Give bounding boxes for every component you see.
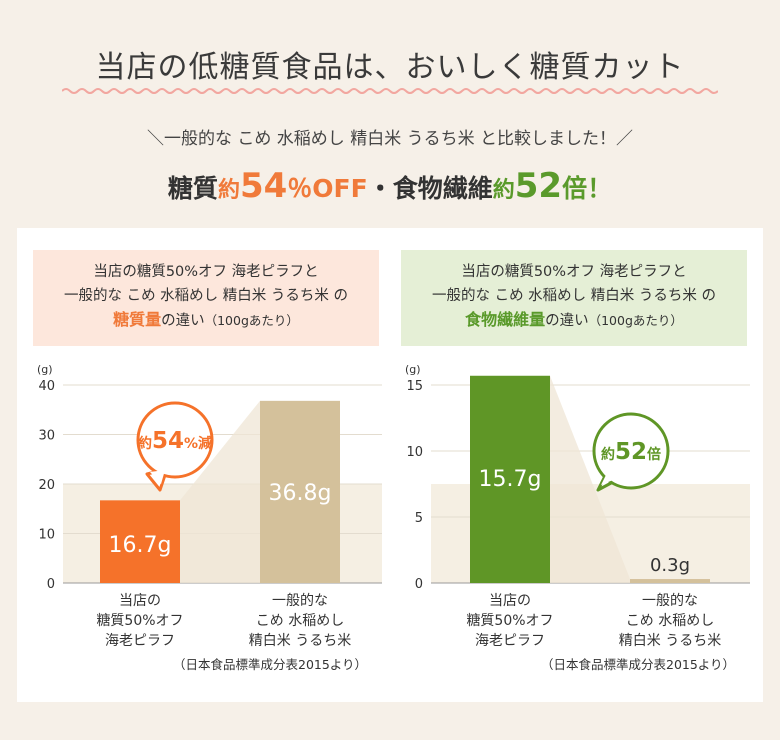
- category-label: 糖質50%オフ: [466, 613, 553, 629]
- carb-card-line1: 当店の糖質50%オフ 海老ピラフと: [93, 264, 319, 280]
- callout-suffix: 倍: [647, 446, 661, 463]
- fiber-card-line2: 一般的な こめ 水稲めし 精白米 うるち米 の: [431, 288, 717, 304]
- headline-fiber: ・食物繊維: [367, 174, 493, 203]
- headline-times: 倍！: [562, 174, 613, 203]
- bar-value-label: 0.3g: [650, 555, 690, 576]
- category-label: 当店の: [489, 593, 531, 609]
- bar: [100, 500, 180, 583]
- bar: [470, 375, 550, 583]
- category-label: 海老ピラフ: [105, 633, 175, 649]
- y-tick-label: 5: [415, 511, 423, 526]
- headline-carb: 糖質: [167, 174, 218, 203]
- callout-tail-cover: [150, 470, 165, 484]
- headline-off: ％OFF: [287, 174, 368, 203]
- y-tick-label: 0: [47, 577, 55, 592]
- carb-chart-source: （日本食品標準成分表2015より）: [173, 657, 368, 672]
- carb-card-note: （100gあたり）: [204, 313, 299, 328]
- category-label: 一般的な: [642, 593, 698, 609]
- callout-text: 約54%減: [138, 428, 212, 454]
- y-tick-label: 10: [406, 445, 423, 460]
- category-label: こめ 水稲めし: [626, 613, 714, 629]
- y-tick-label: 30: [38, 429, 55, 444]
- carb-card-emphasis: 糖質量: [113, 310, 162, 329]
- comparison-wedge: [180, 400, 260, 583]
- carb-card-header: 当店の糖質50%オフ 海老ピラフと 一般的な こめ 水稲めし 精白米 うるち米 …: [33, 250, 379, 346]
- callout-suffix: %減: [184, 435, 212, 452]
- callout-tail-cover: [601, 475, 613, 485]
- fiber-card-line1: 当店の糖質50%オフ 海老ピラフと: [461, 264, 687, 280]
- fiber-chart-source: （日本食品標準成分表2015より）: [541, 657, 736, 672]
- y-tick-label: 10: [38, 528, 55, 543]
- fiber-card-tail: の違い: [545, 313, 589, 329]
- callout-number: 54: [152, 428, 184, 454]
- bar-value-label: 36.8g: [269, 481, 332, 506]
- bar: [260, 400, 340, 583]
- y-tick-label: 20: [38, 478, 55, 493]
- carb-card-line2: 一般的な こめ 水稲めし 精白米 うるち米 の: [63, 288, 349, 304]
- comparison-subtitle: ＼一般的な こめ 水稲めし 精白米 うるち米 と比較しました！／: [146, 129, 634, 149]
- callout-number: 52: [615, 439, 647, 465]
- category-label: 一般的な: [272, 593, 328, 609]
- page-title: 当店の低糖質食品は、おいしく糖質カット: [95, 50, 685, 85]
- category-label: 海老ピラフ: [475, 633, 545, 649]
- bar-value-label: 16.7g: [109, 533, 172, 558]
- callout-bubble: [136, 401, 214, 479]
- fiber-card-header: 当店の糖質50%オフ 海老ピラフと 一般的な こめ 水稲めし 精白米 うるち米 …: [401, 250, 747, 346]
- callout-prefix: 約: [601, 446, 615, 463]
- headline-52: 52: [514, 166, 563, 206]
- fiber-card-emphasis: 食物繊維量: [465, 310, 546, 329]
- y-unit-label: (g): [37, 363, 53, 376]
- comparison-wedge: [550, 375, 630, 583]
- category-label: こめ 水稲めし: [256, 613, 344, 629]
- headline: 糖質約54％OFF・食物繊維約52倍！: [0, 166, 780, 206]
- headline-approx-1: 約: [217, 178, 240, 203]
- bar: [630, 579, 710, 583]
- comparison-panel: 当店の糖質50%オフ 海老ピラフと 一般的な こめ 水稲めし 精白米 うるち米 …: [17, 228, 763, 702]
- callout-bubble: [592, 412, 670, 490]
- category-label: 精白米 うるち米: [619, 633, 721, 649]
- wavy-underline: [62, 88, 718, 94]
- fiber-card-note: （100gあたり）: [588, 313, 683, 328]
- category-label: 糖質50%オフ: [96, 613, 183, 629]
- carb-card-tail: の違い: [161, 313, 205, 329]
- headline-54: 54: [239, 166, 288, 206]
- callout-text: 約52倍: [601, 439, 661, 465]
- y-tick-label: 15: [406, 379, 423, 394]
- y-tick-label: 40: [38, 379, 55, 394]
- callout-prefix: 約: [138, 435, 152, 452]
- category-label: 当店の: [119, 593, 161, 609]
- bar-value-label: 15.7g: [479, 467, 542, 492]
- y-tick-label: 0: [415, 577, 423, 592]
- category-label: 精白米 うるち米: [249, 633, 351, 649]
- headline-approx-2: 約: [492, 178, 515, 203]
- y-unit-label: (g): [405, 363, 421, 376]
